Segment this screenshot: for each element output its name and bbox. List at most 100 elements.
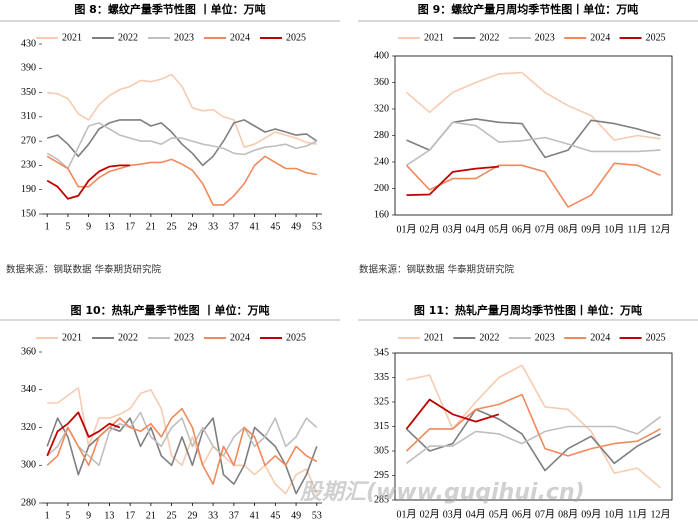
x-tick-label: 1 (45, 221, 50, 232)
y-tick-label: 230 (21, 160, 36, 171)
x-tick-label: 13 (104, 221, 114, 232)
chart-title: 图 10：热轧产量季节性图 丨单位：万吨 (71, 303, 270, 317)
series-line (46, 155, 317, 206)
y-tick-label: 350 (21, 87, 36, 98)
series-line (405, 162, 661, 208)
x-tick-label: 08月 (558, 223, 578, 235)
x-tick-label: 13 (104, 510, 114, 521)
x-tick-label: 29 (187, 221, 197, 232)
x-tick-label: 9 (86, 221, 91, 232)
x-tick-label: 33 (208, 510, 218, 521)
x-tick-label: 04月 (466, 508, 486, 520)
y-tick-label: 300 (21, 460, 36, 471)
x-tick-label: 9 (86, 510, 91, 521)
x-tick-label: 07月 (535, 508, 555, 520)
chart-title: 图 8：螺纹产量季节性图 丨单位：万吨 (74, 2, 265, 16)
x-tick-label: 53 (312, 510, 322, 521)
y-tick-label: 345 (374, 347, 389, 358)
series-line (47, 387, 318, 495)
x-tick-label: 05月 (489, 508, 509, 520)
x-tick-label: 41 (250, 510, 260, 521)
x-tick-label: 53 (312, 221, 322, 232)
x-tick-label: 21 (146, 510, 156, 521)
y-tick-label: 285 (374, 494, 389, 505)
x-tick-label: 02月 (420, 508, 440, 520)
x-tick-label: 10月 (604, 508, 624, 520)
x-tick-label: 25 (167, 510, 177, 521)
legend-label: 2024 (230, 32, 250, 43)
x-tick-label: 37 (229, 221, 239, 232)
x-tick-label: 29 (187, 510, 197, 521)
y-tick-label: 390 (21, 63, 36, 74)
chart-title: 图 11：热轧产量月周均季节性图丨单位：万吨 (414, 303, 642, 317)
x-tick-label: 06月 (512, 508, 532, 520)
series-line (406, 165, 499, 196)
legend-label: 2024 (590, 332, 610, 343)
legend-label: 2022 (479, 32, 499, 43)
x-tick-label: 5 (65, 221, 70, 232)
x-tick-label: 17 (125, 221, 135, 232)
legend-label: 2023 (535, 32, 555, 43)
legend-label: 2024 (230, 332, 250, 343)
x-tick-label: 11月 (628, 508, 648, 520)
series-line (46, 164, 131, 200)
y-tick-label: 335 (374, 372, 389, 383)
series-line (46, 411, 121, 457)
y-tick-label: 270 (21, 135, 36, 146)
legend-label: 2025 (646, 332, 666, 343)
y-tick-label: 280 (21, 497, 36, 508)
series-line (405, 398, 500, 430)
x-tick-label: 08月 (558, 508, 578, 520)
series-line (406, 364, 662, 489)
x-tick-label: 03月 (443, 223, 463, 235)
y-tick-label: 190 (21, 184, 36, 195)
x-tick-label: 04月 (466, 223, 486, 235)
series-line (46, 411, 318, 467)
legend-label: 2022 (118, 332, 138, 343)
source-note: 数据来源：钢联数据 华泰期货研究院 (6, 264, 162, 276)
x-tick-label: 01月 (397, 508, 417, 520)
y-tick-label: 320 (21, 422, 36, 433)
legend-label: 2021 (424, 332, 444, 343)
legend-label: 2022 (118, 32, 138, 43)
y-tick-label: 295 (374, 470, 389, 481)
legend-label: 2021 (62, 332, 82, 343)
x-tick-label: 11月 (628, 223, 648, 235)
x-tick-label: 12月 (650, 508, 670, 520)
legend-label: 2021 (424, 32, 444, 43)
y-tick-label: 400 (374, 50, 389, 61)
x-tick-label: 01月 (397, 223, 417, 235)
y-tick-label: 360 (374, 77, 389, 88)
x-tick-label: 25 (167, 221, 177, 232)
series-line (46, 119, 318, 167)
series-line (406, 121, 661, 166)
legend-label: 2024 (590, 32, 610, 43)
series-line (405, 408, 661, 472)
x-tick-label: 10月 (604, 223, 624, 235)
y-tick-label: 240 (374, 156, 389, 167)
legend-label: 2023 (535, 332, 555, 343)
legend-label: 2021 (62, 32, 82, 43)
chart-title: 图 9：螺纹产量月周均季节性图丨单位：万吨 (418, 2, 638, 16)
x-tick-label: 12月 (650, 223, 670, 235)
legend-label: 2023 (174, 332, 194, 343)
y-tick-label: 150 (21, 208, 36, 219)
legend-label: 2025 (286, 32, 306, 43)
series-line (405, 393, 661, 457)
x-tick-label: 07月 (535, 223, 555, 235)
y-tick-label: 320 (374, 103, 389, 114)
y-tick-label: 325 (374, 396, 389, 407)
legend-label: 2022 (479, 332, 499, 343)
x-tick-label: 21 (146, 221, 156, 232)
x-tick-label: 09月 (581, 223, 601, 235)
y-tick-label: 430 (21, 38, 36, 49)
x-tick-label: 5 (65, 510, 70, 521)
x-tick-label: 33 (208, 221, 218, 232)
series-line (46, 417, 318, 495)
series-line (405, 71, 661, 141)
legend-label: 2025 (286, 332, 306, 343)
y-tick-label: 160 (374, 209, 389, 220)
y-tick-label: 280 (374, 130, 389, 141)
